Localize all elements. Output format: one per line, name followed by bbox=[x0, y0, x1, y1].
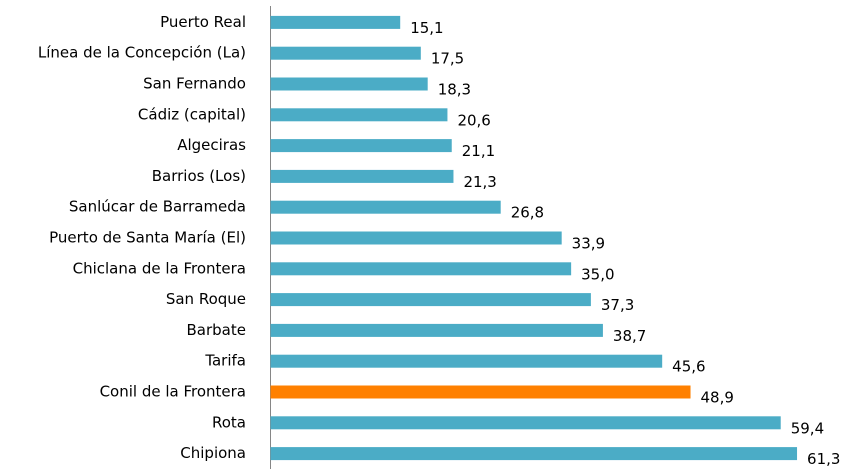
value-label: 20,6 bbox=[457, 111, 490, 129]
y-tick-label: San Roque bbox=[166, 290, 246, 308]
y-tick-label: Chipiona bbox=[180, 444, 246, 462]
y-tick-label: Conil de la Frontera bbox=[100, 383, 246, 401]
value-label: 21,1 bbox=[462, 142, 495, 160]
value-label: 26,8 bbox=[511, 204, 544, 222]
y-tick-label: Chiclana de la Frontera bbox=[73, 259, 246, 277]
bar bbox=[270, 323, 603, 337]
bar bbox=[270, 169, 454, 183]
y-tick-label: Tarifa bbox=[204, 352, 246, 370]
y-tick-label: Puerto de Santa María (El) bbox=[49, 229, 246, 247]
y-tick-label: Barbate bbox=[187, 321, 246, 339]
value-label: 18,3 bbox=[438, 81, 471, 99]
y-tick-label: Puerto Real bbox=[160, 13, 246, 31]
bar bbox=[270, 15, 401, 29]
bar bbox=[270, 354, 663, 368]
value-label: 35,0 bbox=[581, 265, 614, 283]
value-label: 33,9 bbox=[572, 235, 605, 253]
y-tick-label: Sanlúcar de Barrameda bbox=[69, 198, 246, 216]
value-label: 59,4 bbox=[791, 419, 824, 437]
y-tick-label: Cádiz (capital) bbox=[138, 105, 246, 123]
bar bbox=[270, 416, 781, 430]
bar bbox=[270, 447, 798, 461]
value-label: 17,5 bbox=[431, 50, 464, 68]
value-label: 37,3 bbox=[601, 296, 634, 314]
bar bbox=[270, 293, 591, 307]
value-label: 21,3 bbox=[463, 173, 496, 191]
y-tick-label: San Fernando bbox=[143, 75, 246, 93]
y-tick-label: Línea de la Concepción (La) bbox=[38, 44, 246, 62]
bar bbox=[270, 231, 562, 245]
y-tick-label: Algeciras bbox=[177, 136, 246, 154]
value-label: 15,1 bbox=[410, 19, 443, 37]
bar bbox=[270, 77, 428, 91]
y-tick-label: Barrios (Los) bbox=[152, 167, 246, 185]
bar bbox=[270, 46, 421, 60]
bar bbox=[270, 139, 452, 153]
value-label: 61,3 bbox=[807, 450, 840, 468]
bar bbox=[270, 262, 572, 276]
y-tick-label: Rota bbox=[212, 413, 246, 431]
value-label: 38,7 bbox=[613, 327, 646, 345]
bar bbox=[270, 108, 448, 122]
value-label: 45,6 bbox=[672, 358, 705, 376]
bar bbox=[270, 385, 691, 399]
bar bbox=[270, 200, 501, 214]
value-label: 48,9 bbox=[701, 389, 734, 407]
